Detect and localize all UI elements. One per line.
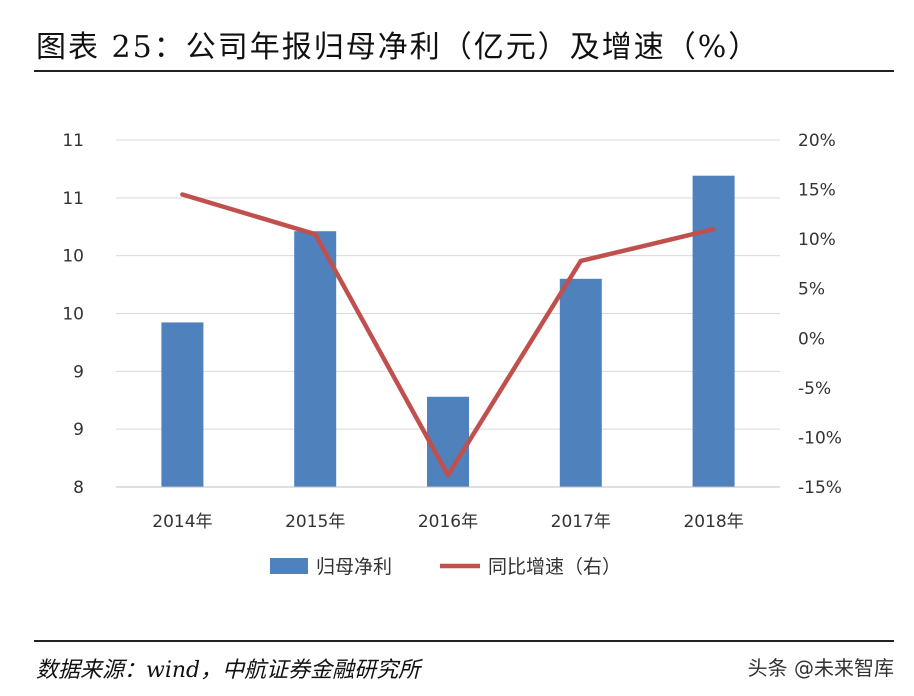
legend-bar-label: 归母净利 — [316, 556, 392, 578]
watermark: 头条 @未来智库 — [747, 656, 894, 680]
title-divider — [34, 70, 894, 72]
left-tick-label: 10 — [62, 247, 84, 267]
line-series — [180, 192, 716, 478]
footer-divider — [34, 640, 894, 642]
x-axis: 2014年 2015年 2016年 2017年 2018年 — [116, 486, 780, 532]
x-tick-label: 2018年 — [683, 512, 743, 532]
bar-series — [161, 175, 735, 488]
x-tick-label: 2015年 — [285, 512, 345, 532]
right-tick-label: 15% — [798, 181, 836, 201]
left-tick-label: 9 — [73, 420, 84, 440]
right-tick-label: -10% — [798, 428, 842, 448]
right-tick-label: 20% — [798, 131, 836, 151]
left-tick-label: 9 — [73, 362, 84, 382]
bar — [161, 322, 204, 487]
right-tick-label: 10% — [798, 230, 836, 250]
left-tick-label: 10 — [62, 305, 84, 325]
left-axis: 11 11 10 10 9 9 8 — [62, 131, 84, 498]
chart: 11 11 10 10 9 9 8 20% 15% 10% 5% 0% -5% -10% -15% 201… — [62, 131, 842, 578]
bar — [294, 231, 337, 487]
bar — [559, 278, 602, 487]
x-tick-label: 2016年 — [418, 512, 478, 532]
right-tick-label: 5% — [798, 280, 825, 300]
left-tick-label: 11 — [62, 131, 84, 151]
legend-line-label: 同比增速（右） — [488, 556, 621, 578]
x-tick-label: 2017年 — [551, 512, 611, 532]
x-tick-label: 2014年 — [152, 512, 212, 532]
left-tick-label: 8 — [73, 478, 84, 498]
right-tick-label: -5% — [798, 379, 831, 399]
right-axis: 20% 15% 10% 5% 0% -5% -10% -15% — [798, 131, 842, 498]
data-source: 数据来源：wind，中航证券金融研究所 — [36, 658, 421, 683]
left-tick-label: 11 — [62, 189, 84, 209]
right-tick-label: -15% — [798, 478, 842, 498]
legend: 归母净利 同比增速（右） — [270, 556, 621, 578]
right-tick-label: 0% — [798, 329, 825, 349]
chart-title: 图表 25：公司年报归母净利（亿元）及增速（%） — [36, 30, 761, 65]
bar — [692, 175, 735, 488]
legend-bar-swatch — [270, 558, 308, 574]
